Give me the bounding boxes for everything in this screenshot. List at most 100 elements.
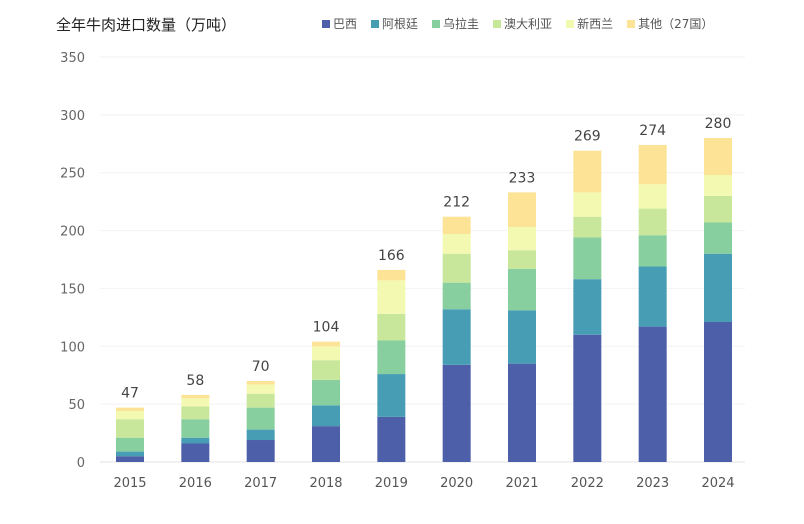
bar-segment [377, 269, 406, 281]
legend-swatch [371, 19, 380, 28]
total-label: 269 [574, 129, 601, 145]
bar-segment [508, 268, 536, 311]
bar-segment [704, 195, 732, 223]
x-tick-label: 2024 [701, 476, 734, 491]
y-tick-label: 150 [60, 282, 85, 297]
x-tick-label: 2021 [505, 476, 538, 491]
legend-label: 新西兰 [577, 17, 614, 31]
bar-segment [508, 227, 536, 251]
bar-segment [442, 364, 471, 462]
x-tick-label: 2016 [179, 476, 212, 491]
y-tick-label: 250 [60, 167, 85, 182]
total-label: 58 [186, 373, 204, 389]
bar-segment [704, 138, 732, 176]
bar-segment [638, 235, 667, 267]
y-tick-label: 0 [77, 456, 85, 471]
legend-swatch [627, 19, 636, 28]
bar-segment [377, 340, 406, 375]
bar-segment [116, 456, 144, 462]
x-tick-label: 2020 [440, 476, 473, 491]
bar-segment [181, 419, 210, 438]
bar-segment [442, 282, 471, 310]
total-label: 70 [252, 359, 270, 375]
bar-segment [181, 443, 210, 462]
x-tick-label: 2023 [636, 476, 669, 491]
bar-segment [638, 266, 667, 327]
legend-item[interactable]: 其他（27国） [627, 15, 713, 32]
y-tick-label: 50 [68, 398, 85, 413]
bar-segment [377, 374, 406, 417]
bar-segment [312, 346, 340, 361]
bar-segment [181, 398, 210, 407]
bar-segment [246, 393, 275, 408]
bar-segment [638, 184, 667, 209]
legend: 巴西 阿根廷 乌拉圭 澳大利亚 新西兰 其他（27国） [322, 15, 713, 32]
total-label: 166 [378, 248, 405, 264]
total-label: 104 [313, 320, 340, 336]
bar-segment [573, 192, 602, 217]
y-tick-label: 300 [60, 109, 85, 124]
chart-title: 全年牛肉进口数量（万吨） [56, 16, 237, 34]
bar-segment [638, 326, 667, 462]
bar-segment [116, 419, 144, 438]
bar-segment [508, 250, 536, 269]
total-label: 280 [705, 116, 732, 132]
legend-swatch [322, 19, 330, 28]
x-tick-label: 2022 [571, 476, 604, 491]
bar-segment [312, 341, 340, 347]
bar-segment [312, 379, 340, 406]
bar-segment [181, 406, 210, 420]
bar-segment [508, 363, 536, 462]
bar-segment [377, 416, 406, 462]
legend-item[interactable]: 阿根廷 [371, 15, 418, 32]
total-label: 212 [443, 195, 470, 211]
bar-segment [573, 150, 602, 193]
legend-swatch [566, 19, 575, 28]
bar-segment [377, 313, 406, 341]
legend-item[interactable]: 巴西 [322, 15, 357, 32]
legend-label: 其他（27国） [638, 17, 714, 31]
bar-segment [442, 234, 471, 254]
bar-segment [246, 407, 275, 430]
legend-label: 阿根廷 [382, 17, 419, 31]
bar-segment [442, 253, 471, 283]
bar-segment [377, 280, 406, 314]
legend-item[interactable]: 新西兰 [566, 15, 613, 32]
legend-label: 澳大利亚 [504, 17, 553, 31]
bar-segment [573, 334, 602, 462]
legend-item[interactable]: 乌拉圭 [432, 15, 479, 32]
bar-segment [312, 360, 340, 380]
bar-segment [704, 222, 732, 254]
bar-segment [442, 309, 471, 365]
total-label: 233 [509, 170, 536, 186]
x-tick-label: 2017 [244, 476, 277, 491]
legend-swatch [432, 19, 441, 28]
bar-segment [704, 175, 732, 196]
total-label: 274 [639, 123, 666, 139]
y-tick-label: 200 [60, 225, 85, 240]
bar-segment [704, 321, 732, 462]
bar-segment [704, 253, 732, 322]
x-tick-label: 2018 [309, 476, 342, 491]
bar-segment [181, 437, 210, 444]
bar-segment [246, 381, 275, 385]
bar-segment [638, 208, 667, 236]
bar-segment [508, 192, 536, 228]
legend-item[interactable]: 澳大利亚 [493, 15, 552, 32]
y-tick-label: 350 [60, 51, 85, 66]
legend-swatch [493, 19, 502, 28]
bar-segment [181, 394, 210, 399]
bar-segment [116, 437, 144, 452]
bar-segment [573, 237, 602, 280]
x-tick-label: 2019 [375, 476, 408, 491]
bar-segment [312, 405, 340, 427]
y-tick-label: 100 [60, 340, 85, 355]
x-tick-label: 2015 [113, 476, 146, 491]
bar-segment [116, 451, 144, 457]
bar-segment [573, 216, 602, 238]
legend-label: 巴西 [333, 17, 358, 31]
bar-segment [573, 279, 602, 335]
bar-segment [442, 216, 471, 235]
bar-segment [246, 429, 275, 441]
total-label: 47 [121, 386, 139, 402]
